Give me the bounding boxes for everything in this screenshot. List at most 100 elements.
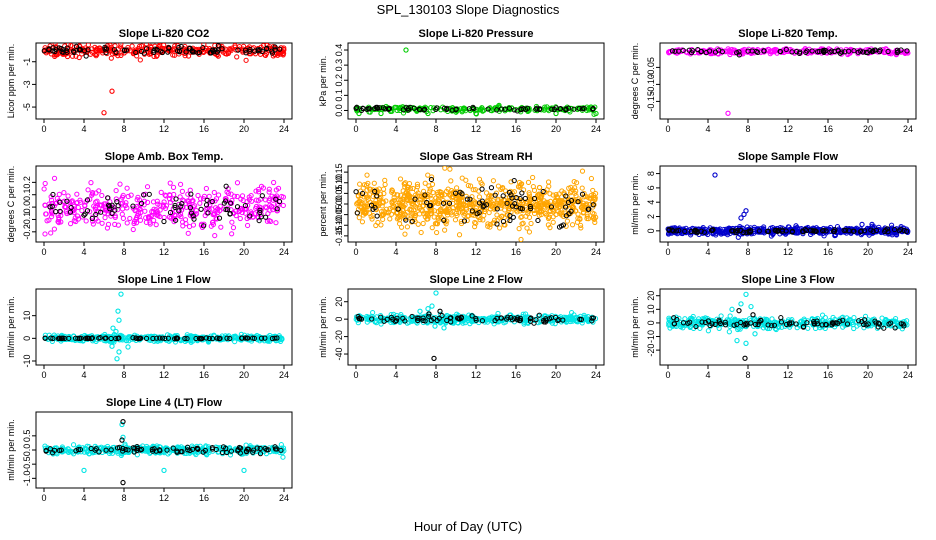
data-point — [891, 226, 898, 233]
data-point — [212, 232, 218, 239]
data-point — [463, 177, 469, 183]
x-tick-label: 16 — [199, 493, 209, 503]
data-points — [353, 166, 599, 242]
data-point — [165, 335, 171, 341]
data-point — [187, 205, 193, 211]
data-point — [545, 215, 552, 222]
data-point — [494, 212, 500, 218]
data-point — [414, 184, 421, 190]
data-point — [223, 206, 229, 213]
y-tick-label: -0.15 — [334, 226, 344, 247]
data-point — [230, 225, 237, 231]
data-point — [203, 45, 209, 51]
data-point — [446, 200, 453, 206]
data-point — [224, 335, 230, 341]
data-point — [151, 206, 157, 212]
data-point — [783, 321, 790, 328]
outlier-point — [425, 110, 431, 117]
data-point — [752, 321, 759, 328]
y-tick-label: -3 — [22, 80, 32, 88]
data-point — [678, 324, 684, 330]
data-point — [356, 215, 362, 221]
data-point — [124, 220, 130, 226]
data-point — [118, 52, 124, 58]
data-point — [50, 335, 56, 342]
x-tick-label: 0 — [353, 247, 358, 257]
y-tick-label: 10 — [646, 304, 656, 314]
data-point — [515, 184, 522, 190]
data-point — [812, 325, 819, 332]
data-point — [480, 217, 486, 223]
data-point — [669, 48, 676, 54]
data-point — [814, 315, 821, 322]
data-point — [844, 315, 850, 321]
data-point — [236, 208, 242, 215]
x-tick-label: 12 — [471, 247, 481, 257]
data-point — [367, 186, 373, 192]
data-point — [198, 206, 204, 212]
data-point — [407, 206, 413, 212]
data-point — [421, 203, 427, 209]
data-point — [417, 107, 423, 113]
data-point — [827, 224, 834, 231]
x-tick-label: 4 — [81, 124, 86, 134]
data-point — [258, 183, 265, 189]
panel-title: Slope Line 2 Flow — [430, 274, 523, 286]
data-point — [543, 317, 549, 323]
data-point — [563, 106, 569, 112]
data-point — [442, 227, 448, 233]
data-point — [191, 216, 197, 222]
data-point — [676, 227, 682, 234]
data-point — [452, 217, 459, 223]
data-point — [458, 218, 464, 224]
data-point — [222, 50, 228, 57]
outlier-point — [118, 291, 124, 297]
data-point — [509, 317, 516, 323]
x-tick-label: 20 — [863, 124, 873, 134]
data-point — [420, 220, 426, 227]
data-points — [42, 291, 285, 362]
data-point — [211, 189, 217, 196]
data-point — [202, 212, 208, 219]
data-point — [163, 203, 170, 209]
data-point — [185, 230, 191, 236]
data-point — [804, 320, 810, 326]
x-tick-label: 20 — [551, 370, 561, 380]
data-point — [360, 208, 366, 214]
data-point — [552, 198, 558, 204]
data-point — [382, 181, 388, 188]
data-point — [868, 227, 874, 233]
data-point — [82, 211, 88, 217]
data-point — [134, 197, 140, 203]
data-point — [709, 227, 715, 234]
data-point — [507, 213, 513, 219]
data-point — [467, 196, 473, 202]
data-point — [75, 335, 81, 341]
data-point — [476, 176, 483, 182]
data-point — [444, 317, 450, 323]
data-point — [185, 191, 191, 197]
data-point — [589, 318, 595, 324]
data-point — [52, 52, 58, 58]
data-point — [531, 195, 538, 202]
x-tick-label: 24 — [591, 124, 601, 134]
data-point — [688, 228, 694, 235]
data-point — [266, 189, 272, 195]
data-point — [904, 48, 910, 54]
data-point — [143, 335, 150, 341]
data-point — [587, 195, 594, 201]
y-tick-label: 0.2 — [334, 74, 344, 87]
outlier-point — [378, 110, 384, 117]
data-point — [591, 216, 598, 222]
data-point — [269, 203, 275, 210]
data-point — [98, 209, 104, 215]
data-point — [103, 50, 109, 56]
data-point — [875, 324, 881, 330]
x-tick-label: 20 — [239, 124, 249, 134]
data-point — [839, 49, 845, 55]
data-point — [359, 190, 366, 197]
data-point — [128, 192, 134, 198]
data-point — [70, 48, 77, 54]
x-tick-label: 24 — [279, 493, 289, 503]
